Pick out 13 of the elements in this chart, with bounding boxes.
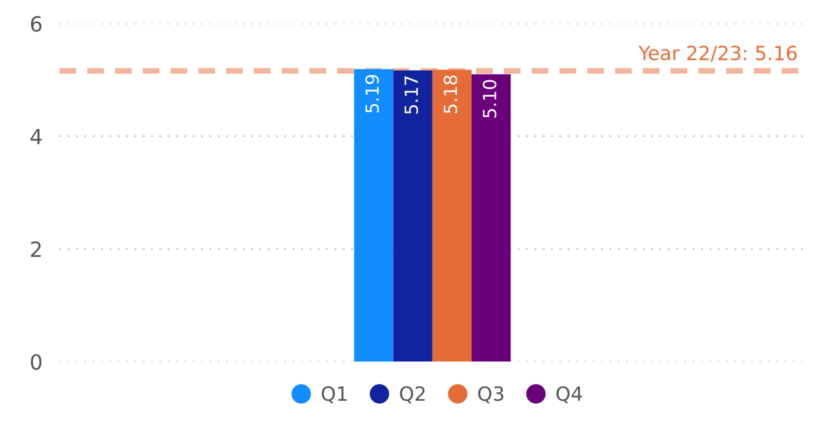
legend-label: Q2 [400,386,425,404]
legend-label: Q1 [322,386,347,404]
data-label: 5.18 [444,75,458,114]
y-tick-label: 6 [31,16,42,32]
y-tick-label: 2 [31,241,41,257]
legend-label: Q3 [478,386,504,404]
legend-label: Q4 [556,386,582,404]
data-label: 5.17 [404,76,418,114]
ref-line-label: Year 22/23: 5.16 [638,46,797,62]
data-label: 5.10 [482,80,496,118]
y-tick-label: 0 [30,354,42,370]
y-tick-label: 4 [30,128,42,144]
data-label: 5.19 [365,74,379,113]
